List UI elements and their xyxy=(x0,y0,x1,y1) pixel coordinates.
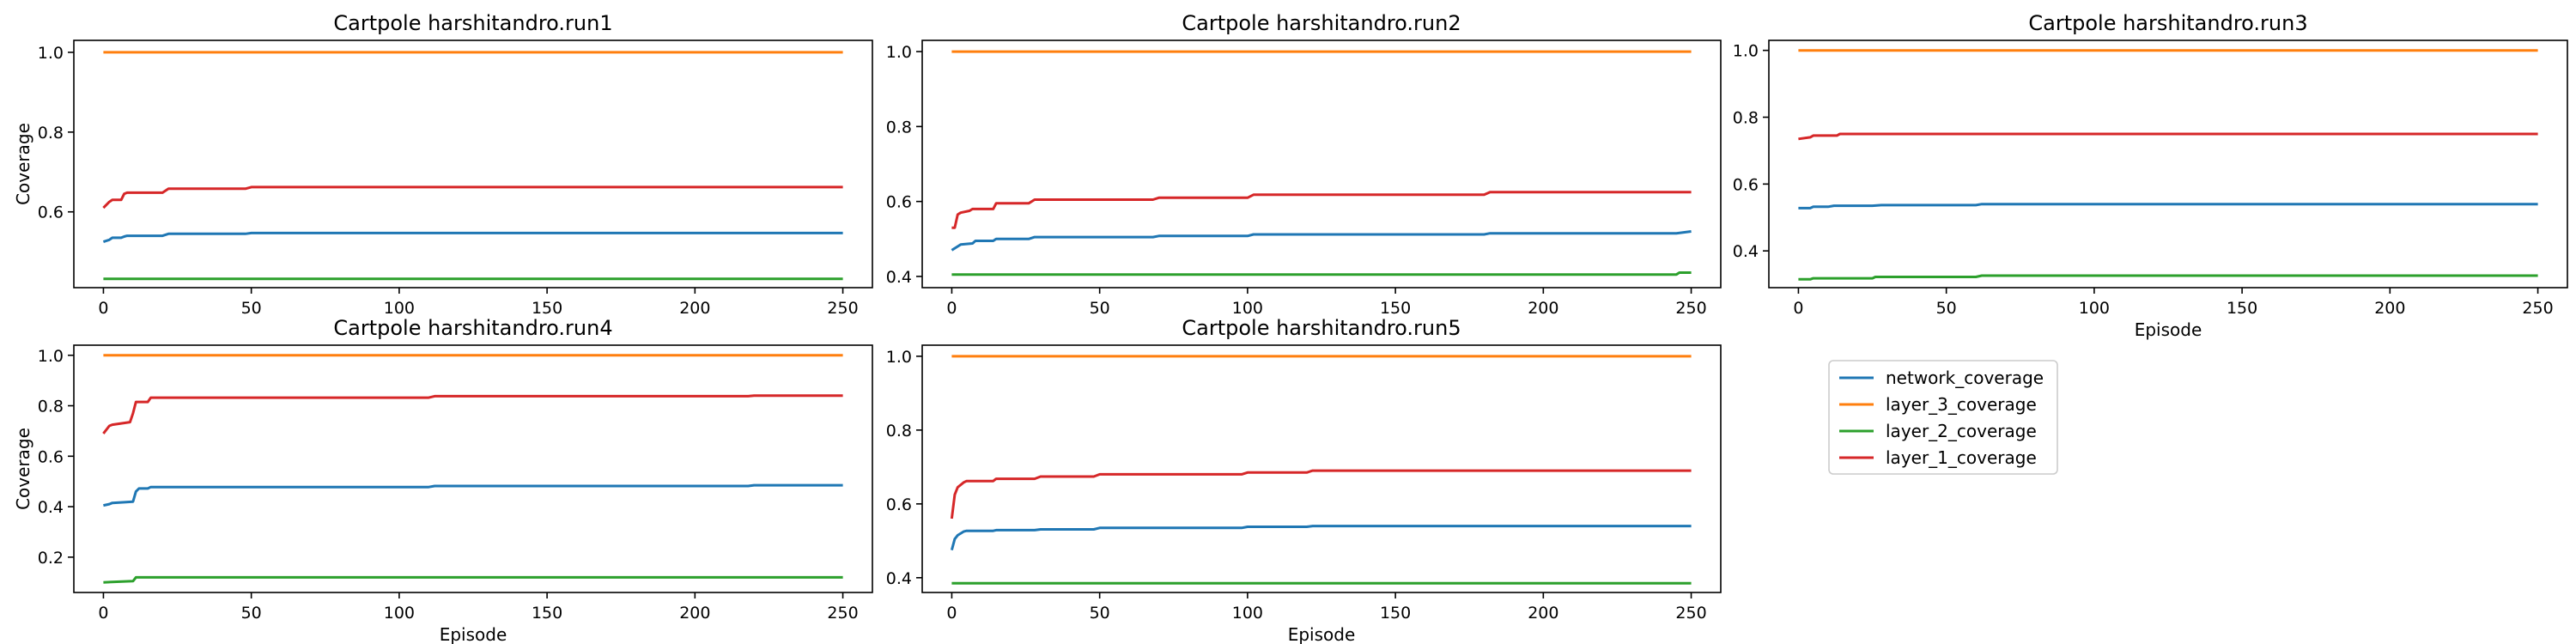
y-tick-label: 0.8 xyxy=(886,422,912,440)
x-tick-label: 200 xyxy=(679,604,710,623)
y-tick-label: 1.0 xyxy=(886,348,912,367)
x-tick-label: 100 xyxy=(1232,604,1263,623)
y-tick-label: 1.0 xyxy=(38,347,64,366)
x-tick-label: 200 xyxy=(2374,299,2405,318)
subplot-title: Cartpole harshitandro.run2 xyxy=(1182,11,1461,35)
x-axis-label: Episode xyxy=(2135,319,2202,340)
y-tick-label: 0.6 xyxy=(38,447,64,466)
legend-label: network_coverage xyxy=(1886,368,2044,388)
legend-label: layer_2_coverage xyxy=(1886,421,2037,441)
axes-frame xyxy=(921,344,1722,593)
subplot-run2: Cartpole harshitandro.run2 0 50 100 150 200 25… xyxy=(886,11,1722,318)
subplot-title: Cartpole harshitandro.run4 xyxy=(333,316,612,340)
series-line-layer-1-coverage xyxy=(102,394,843,434)
subplot-title: Cartpole harshitandro.run3 xyxy=(2028,11,2307,35)
y-tick-label: 0.8 xyxy=(886,118,912,137)
x-tick-label: 200 xyxy=(679,299,710,318)
x-tick-label: 150 xyxy=(2227,299,2257,318)
x-tick-label: 250 xyxy=(827,299,858,318)
series-line-layer-1-coverage xyxy=(951,191,1692,229)
x-tick-label: 0 xyxy=(946,299,957,318)
series-line-network-coverage xyxy=(1798,203,2538,210)
y-tick-label: 0.8 xyxy=(38,124,64,143)
x-tick-label: 250 xyxy=(1675,299,1706,318)
y-tick-label: 0.8 xyxy=(1733,109,1759,128)
y-tick-label: 1.0 xyxy=(886,43,912,62)
legend-label: layer_1_coverage xyxy=(1886,447,2037,468)
axes-frame xyxy=(1768,39,2568,289)
y-tick-label: 0.4 xyxy=(1733,242,1759,261)
x-tick-label: 150 xyxy=(532,299,562,318)
axes-frame xyxy=(921,39,1722,289)
y-axis-label: Coverage xyxy=(13,428,33,510)
x-tick-label: 0 xyxy=(98,604,108,623)
x-tick-label: 100 xyxy=(1232,299,1263,318)
series-line-network-coverage xyxy=(103,483,843,507)
x-tick-label: 250 xyxy=(827,604,858,623)
x-tick-label: 200 xyxy=(1528,604,1558,623)
y-tick-label: 0.8 xyxy=(38,398,64,416)
subplot-title: Cartpole harshitandro.run5 xyxy=(1182,316,1461,340)
x-tick-label: 150 xyxy=(532,604,562,623)
x-tick-label: 50 xyxy=(1090,299,1110,318)
subplot-title: Cartpole harshitandro.run1 xyxy=(333,11,612,35)
y-tick-label: 0.6 xyxy=(38,204,64,222)
x-tick-label: 0 xyxy=(98,299,108,318)
subplot-run5: Cartpole harshitandro.run5 0 50 100 150 200 25… xyxy=(886,316,1722,644)
series-line-network-coverage xyxy=(102,231,843,244)
y-tick-label: 0.6 xyxy=(886,193,912,212)
series-line-layer-1-coverage xyxy=(950,469,1692,519)
legend-box xyxy=(1828,360,2058,475)
x-axis-label: Episode xyxy=(1288,624,1356,644)
y-tick-label: 0.6 xyxy=(1733,175,1759,194)
subplot-run4: Cartpole harshitandro.run4 0 50 100 150 200 25… xyxy=(13,316,873,644)
x-tick-label: 0 xyxy=(946,604,957,623)
series-line-network-coverage xyxy=(950,525,1692,550)
y-tick-label: 0.4 xyxy=(886,569,912,588)
series-line-layer-1-coverage xyxy=(102,185,843,210)
x-tick-label: 100 xyxy=(384,604,415,623)
legend-label: layer_3_coverage xyxy=(1886,394,2037,415)
x-tick-label: 250 xyxy=(1675,604,1706,623)
y-tick-label: 0.2 xyxy=(38,549,64,568)
x-tick-label: 150 xyxy=(1380,604,1411,623)
x-tick-label: 150 xyxy=(1380,299,1411,318)
y-tick-label: 0.4 xyxy=(38,498,64,517)
x-tick-label: 50 xyxy=(241,299,262,318)
axes-frame xyxy=(73,39,873,289)
legend: network_coverage layer_3_coverage layer_2_… xyxy=(1828,360,2058,475)
series-line-layer-1-coverage xyxy=(1798,132,2538,141)
x-tick-label: 100 xyxy=(384,299,415,318)
x-axis-label: Episode xyxy=(440,624,507,644)
x-tick-label: 50 xyxy=(1936,299,1957,318)
x-tick-label: 50 xyxy=(1090,604,1110,623)
x-tick-label: 250 xyxy=(2522,299,2553,318)
x-tick-label: 50 xyxy=(241,604,262,623)
x-tick-label: 200 xyxy=(1528,299,1558,318)
series-line-layer-2-coverage xyxy=(1798,274,2538,281)
x-tick-label: 0 xyxy=(1793,299,1803,318)
axes-frame xyxy=(73,344,873,593)
y-axis-label: Coverage xyxy=(13,123,33,205)
y-tick-label: 1.0 xyxy=(1733,42,1759,61)
y-tick-label: 1.0 xyxy=(38,44,64,63)
x-tick-label: 100 xyxy=(2079,299,2110,318)
subplot-run3: Cartpole harshitandro.run3 0 50 100 150 200 25… xyxy=(1733,11,2568,340)
subplot-run1: Cartpole harshitandro.run1 0 50 100 150 200 25… xyxy=(13,11,873,318)
y-tick-label: 0.4 xyxy=(886,268,912,287)
series-line-layer-2-coverage xyxy=(951,271,1692,276)
series-line-layer-2-coverage xyxy=(103,575,843,584)
y-tick-label: 0.6 xyxy=(886,495,912,514)
series-line-network-coverage xyxy=(951,230,1692,252)
